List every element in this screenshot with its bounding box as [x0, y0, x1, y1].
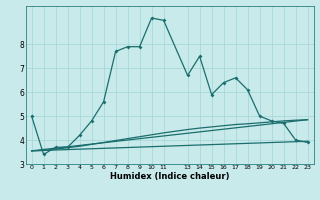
X-axis label: Humidex (Indice chaleur): Humidex (Indice chaleur)	[110, 172, 229, 181]
